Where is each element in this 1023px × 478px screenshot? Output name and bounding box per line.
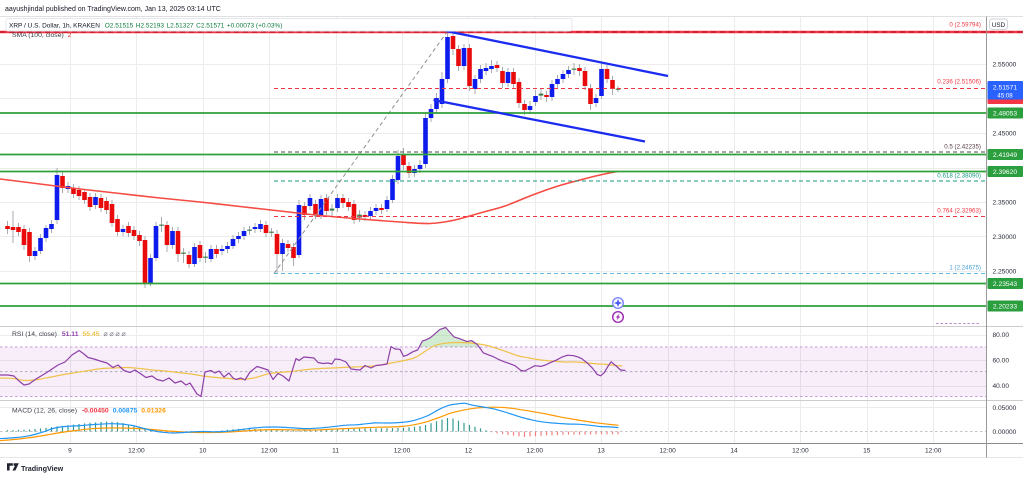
svg-text:12:00: 12:00 — [527, 448, 544, 455]
svg-text:12: 12 — [465, 448, 473, 455]
svg-text:2.30000: 2.30000 — [993, 234, 1017, 241]
svg-text:60.00: 60.00 — [993, 358, 1010, 365]
svg-text:0.5 (2.42235): 0.5 (2.42235) — [944, 144, 981, 151]
svg-text:XRP / U.S. Dollar, 1h, KRAKEN: XRP / U.S. Dollar, 1h, KRAKEN O2.51515 H2… — [9, 23, 282, 30]
svg-text:2.23543: 2.23543 — [993, 281, 1017, 288]
svg-text:12:00: 12:00 — [394, 448, 411, 455]
svg-text:TradingView: TradingView — [21, 464, 64, 473]
svg-text:aayushjindal published on Trad: aayushjindal published on TradingView.co… — [5, 6, 221, 13]
svg-text:2.35000: 2.35000 — [993, 199, 1017, 206]
svg-text:2.20233: 2.20233 — [993, 303, 1017, 310]
svg-text:0.00000: 0.00000 — [993, 429, 1017, 436]
svg-text:12:00: 12:00 — [792, 448, 809, 455]
svg-text:12:00: 12:00 — [659, 448, 676, 455]
svg-text:13: 13 — [598, 448, 606, 455]
svg-text:0.236 (2.51506): 0.236 (2.51506) — [937, 79, 981, 86]
svg-text:2.48053: 2.48053 — [993, 110, 1017, 117]
svg-text:0.764 (2.32963): 0.764 (2.32963) — [937, 208, 981, 215]
svg-text:USD: USD — [992, 22, 1006, 29]
svg-text:80.00: 80.00 — [993, 332, 1010, 339]
svg-text:11: 11 — [332, 448, 339, 455]
svg-text:10: 10 — [199, 448, 207, 455]
svg-text:45:08: 45:08 — [997, 92, 1013, 99]
svg-text:12:00: 12:00 — [128, 448, 145, 455]
svg-text:0.618 (2.38090): 0.618 (2.38090) — [937, 173, 981, 180]
svg-text:1 (2.24675): 1 (2.24675) — [949, 265, 981, 272]
svg-text:40.00: 40.00 — [993, 383, 1010, 390]
svg-text:12:00: 12:00 — [261, 448, 278, 455]
svg-text:2.41949: 2.41949 — [993, 152, 1017, 159]
svg-text:2.55000: 2.55000 — [993, 61, 1017, 68]
svg-text:2.39620: 2.39620 — [993, 169, 1017, 176]
svg-text:9: 9 — [68, 448, 72, 455]
svg-text:2.45000: 2.45000 — [993, 130, 1017, 137]
svg-text:2.51571: 2.51571 — [993, 85, 1017, 92]
svg-text:12:00: 12:00 — [925, 448, 942, 455]
svg-text:2.25000: 2.25000 — [993, 268, 1017, 275]
svg-text:SMA (100, close) 2: SMA (100, close) 2 — [12, 32, 72, 39]
svg-text:15: 15 — [863, 448, 871, 455]
svg-text:14: 14 — [730, 448, 738, 455]
svg-text:0 (2.59794): 0 (2.59794) — [949, 22, 981, 29]
svg-text:0.05000: 0.05000 — [993, 405, 1017, 412]
